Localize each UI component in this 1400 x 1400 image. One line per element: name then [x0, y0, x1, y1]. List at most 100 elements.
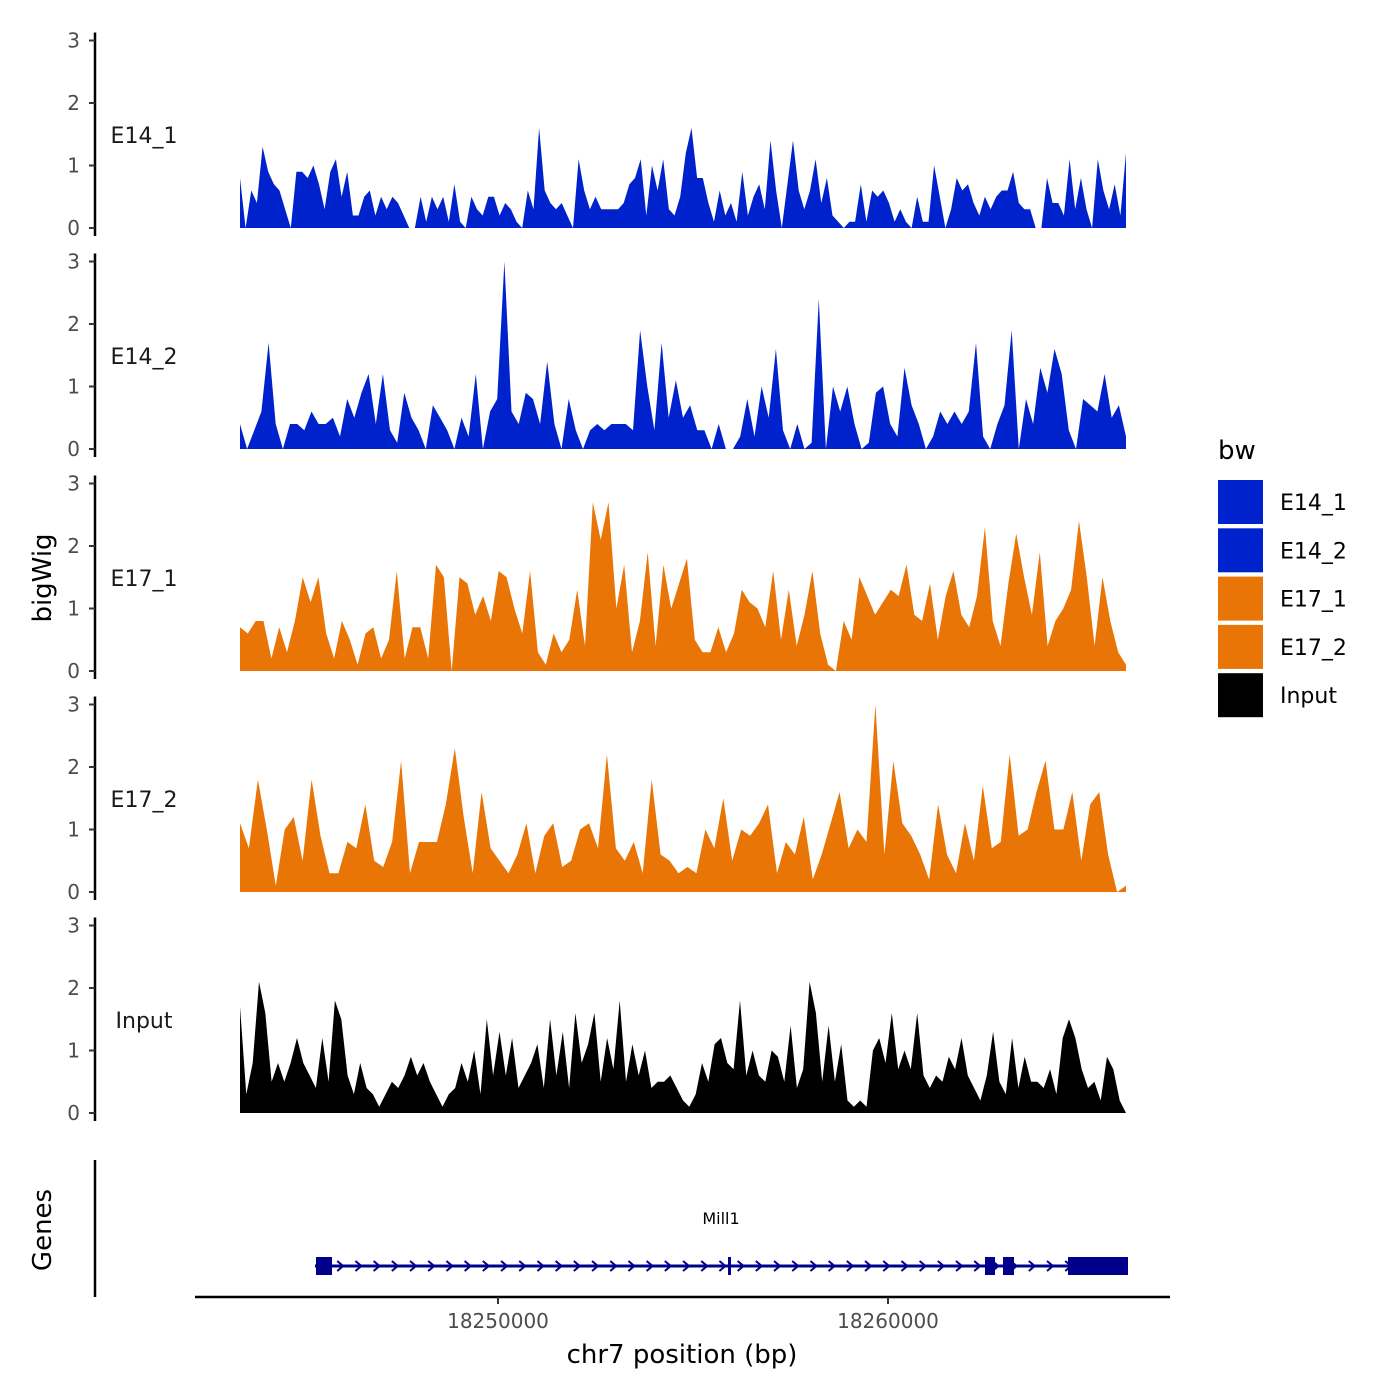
strand-arrow [372, 1260, 382, 1272]
legend-swatch-E14_2 [1218, 528, 1263, 573]
y-tick-label: 3 [67, 914, 80, 938]
strand-arrow [682, 1260, 691, 1272]
strand-arrow [518, 1260, 527, 1272]
strand-arrow [500, 1260, 509, 1272]
y-tick-label: 2 [67, 534, 80, 558]
y-tick-label: 1 [67, 1039, 80, 1063]
strand-arrow [645, 1260, 655, 1272]
track-E17_2: 0 1 2 3 E17_2 [67, 693, 1126, 904]
strand-arrow [609, 1260, 618, 1272]
strand-arrow [427, 1260, 436, 1272]
track-label: E17_2 [111, 788, 178, 813]
y-tick-label: 2 [67, 976, 80, 1000]
strand-arrow [573, 1260, 582, 1272]
y-tick-label: 1 [67, 818, 80, 842]
y-tick-label: 0 [67, 880, 80, 904]
track-label: E14_1 [111, 124, 178, 149]
gene-label: Mill1 [702, 1209, 739, 1228]
series-area-E14_2 [240, 261, 1126, 449]
y-tick-label: 1 [67, 375, 80, 399]
strand-arrow [354, 1260, 363, 1272]
y-tick-label: 0 [67, 216, 80, 240]
y-tick-label: 3 [67, 693, 80, 717]
strand-arrow [1046, 1260, 1055, 1272]
y-tick-label: 3 [67, 29, 80, 53]
strand-arrow [536, 1260, 545, 1272]
strand-arrow [736, 1260, 746, 1272]
y-tick-label: 2 [67, 312, 80, 336]
legend-swatch-E17_1 [1218, 576, 1263, 621]
strand-arrow [554, 1260, 564, 1272]
y-tick-label: 0 [67, 659, 80, 683]
series-area-E17_1 [240, 502, 1126, 671]
strand-arrow [864, 1260, 873, 1272]
legend: bw E14_1 E14_2 E17_1 E17_2 Input [1218, 436, 1347, 718]
strand-arrow [445, 1260, 454, 1272]
gene-exon [316, 1257, 332, 1275]
strand-arrow [900, 1260, 909, 1272]
strand-arrow [827, 1260, 837, 1272]
strand-arrow [846, 1260, 855, 1272]
track-label: E17_1 [111, 567, 178, 592]
legend-swatch-E17_2 [1218, 624, 1263, 669]
strand-arrow [336, 1260, 345, 1272]
gene-track [93, 1160, 1128, 1297]
strand-arrow [482, 1260, 491, 1272]
gene-exon [985, 1257, 995, 1275]
strand-arrow [882, 1260, 891, 1272]
y-tick-label: 1 [67, 154, 80, 178]
gene-exon [1068, 1257, 1128, 1275]
legend-label: E17_1 [1280, 588, 1347, 613]
strand-arrow [718, 1260, 727, 1272]
strand-arrow [755, 1260, 764, 1272]
strand-arrow [627, 1260, 636, 1272]
legend-label: E17_2 [1280, 636, 1347, 661]
strand-arrow [773, 1260, 782, 1272]
y-tick-label: 3 [67, 472, 80, 496]
y-tick-label: 2 [67, 91, 80, 115]
legend-label: E14_2 [1280, 539, 1347, 564]
y-tick-label: 2 [67, 755, 80, 779]
track-E14_2: 0 1 2 3 E14_2 [67, 250, 1126, 461]
y-tick-label: 1 [67, 597, 80, 621]
strand-arrow [791, 1260, 800, 1272]
genes-axis-title: Genes [28, 1189, 58, 1271]
strand-arrow [973, 1260, 982, 1272]
track-label: E14_2 [111, 345, 178, 370]
legend-label: E14_1 [1280, 491, 1347, 516]
y-axis-title: bigWig [28, 533, 58, 622]
gene-exon [1003, 1257, 1014, 1275]
y-tick-label: 3 [67, 250, 80, 274]
strand-arrow [591, 1260, 600, 1272]
legend-title: bw [1218, 436, 1256, 466]
strand-arrow [809, 1260, 818, 1272]
track-E14_1: 0 1 2 3 E14_1 [67, 29, 1126, 240]
strand-arrow [391, 1260, 400, 1272]
x-axis: 18250000 18260000 [195, 1295, 1170, 1333]
signal-tracks: 0 1 2 3 E14_1 0 1 2 3 E14_2 0 1 2 3 E17_1 0 1 2 3 E17_2 0 1 2 3… [67, 29, 1126, 1125]
track-label: Input [116, 1009, 173, 1034]
gene-exon [728, 1257, 731, 1275]
legend-label: Input [1280, 684, 1337, 709]
strand-arrow [664, 1260, 673, 1272]
strand-arrow [918, 1260, 928, 1272]
series-area-E14_1 [240, 128, 1126, 228]
strand-arrow [1028, 1260, 1037, 1272]
y-tick-label: 0 [67, 437, 80, 461]
strand-arrow [463, 1260, 473, 1272]
legend-swatch-E14_1 [1218, 480, 1263, 524]
strand-arrow [700, 1260, 709, 1272]
track-E17_1: 0 1 2 3 E17_1 [67, 472, 1126, 683]
y-tick-label: 0 [67, 1101, 80, 1125]
strand-arrow [955, 1260, 964, 1272]
strand-arrow [937, 1260, 946, 1272]
series-area-E17_2 [240, 704, 1126, 892]
x-axis-title: chr7 position (bp) [567, 1340, 798, 1370]
x-tick-label: 18260000 [837, 1309, 939, 1333]
track-Input: 0 1 2 3 Input [67, 914, 1126, 1125]
strand-arrow [409, 1260, 418, 1272]
series-area-Input [240, 981, 1126, 1113]
legend-swatch-Input [1218, 673, 1263, 718]
x-tick-label: 18250000 [447, 1309, 549, 1333]
